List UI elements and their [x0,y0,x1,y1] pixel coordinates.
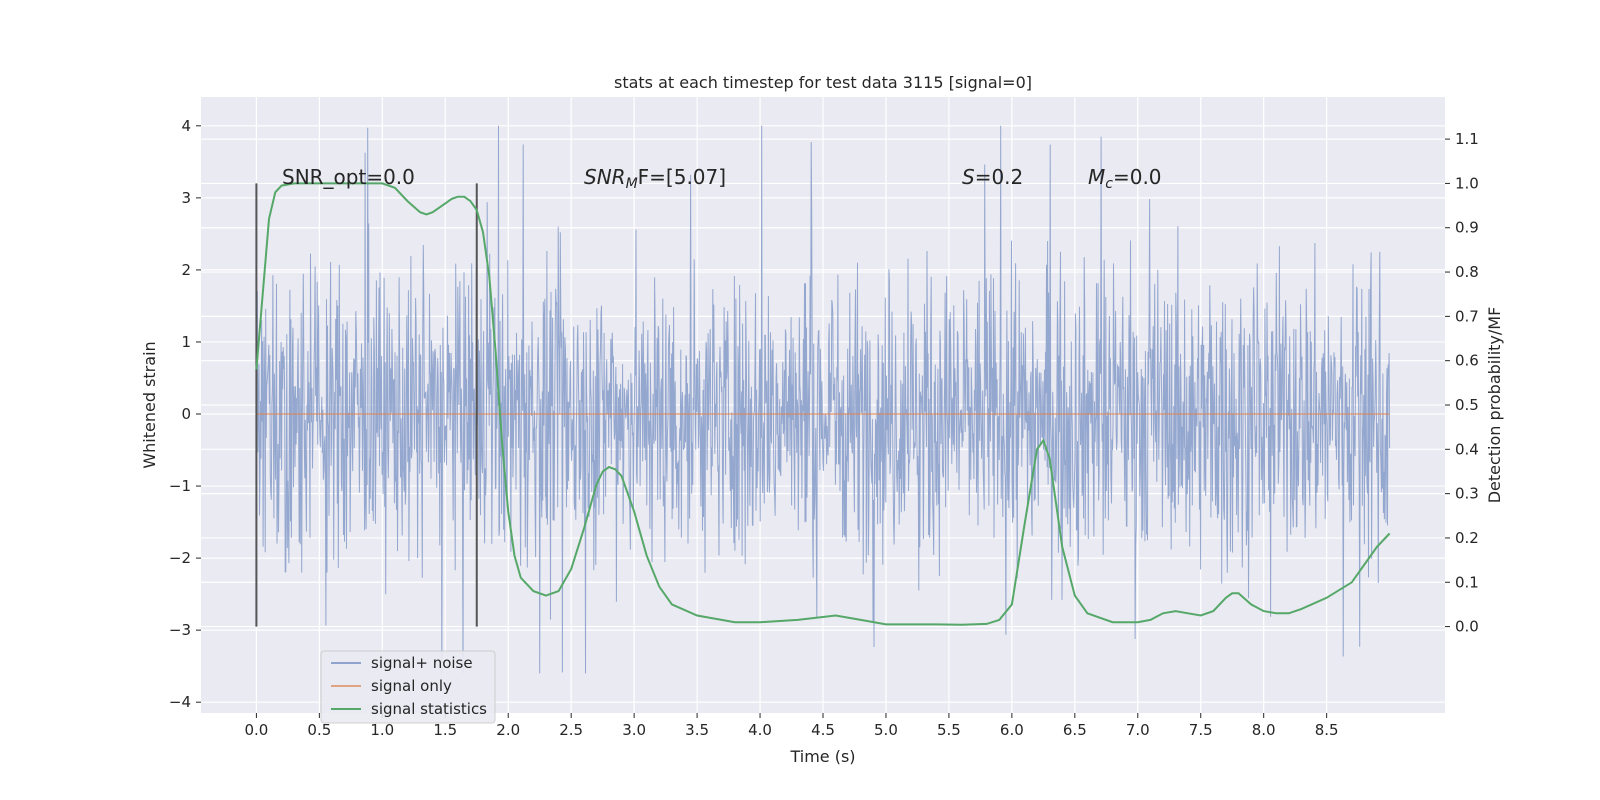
y-right-tick-label-4: 0.4 [1455,440,1479,458]
signal-statistics-series [255,182,1391,626]
annotation-mc-sub: c [1105,176,1113,192]
y-left-tick-label-6: 2 [181,261,191,279]
annotation-s: S=0.2 [962,165,1023,189]
y-left-tick-label-8: 4 [181,117,191,135]
x-tick-label-17: 8.5 [1315,721,1339,739]
y-right-tick-label-8: 0.8 [1455,263,1479,281]
y-right-tick-label-10: 1.0 [1455,174,1479,192]
x-tick-label-5: 2.5 [559,721,583,739]
y-axis-right: 0.0 0.1 0.2 0.3 0.4 0.5 0.6 0.7 0.8 0.9 1.0 1.1 [1445,130,1479,636]
annotation-snr-mf-main: SNR [584,165,626,189]
y-right-tick-label-6: 0.6 [1455,352,1479,370]
x-axis-label: Time (s) [789,747,855,766]
y-right-tick-label-2: 0.2 [1455,529,1479,547]
y-left-tick-label-2: −2 [169,549,191,567]
x-tick-label-9: 4.5 [811,721,835,739]
x-axis: 0.0 0.5 1.0 1.5 2.0 2.5 3.0 3.5 4.0 4.5 5.0 5.5 6.0 6… [244,713,1339,739]
legend-label-statistics: signal statistics [371,700,487,718]
x-tick-label-8: 4.0 [748,721,772,739]
y-left-tick-label-5: 1 [181,333,191,351]
y-axis-right-label: Detection probability/MF [1485,307,1504,504]
x-tick-label-3: 1.5 [433,721,457,739]
legend-label-signal-only: signal only [371,677,452,695]
x-tick-label-1: 0.5 [307,721,331,739]
x-tick-label-11: 5.5 [937,721,961,739]
x-tick-label-6: 3.0 [622,721,646,739]
x-tick-label-13: 6.5 [1063,721,1087,739]
y-left-tick-label-1: −3 [169,621,191,639]
vertical-markers [255,183,478,627]
annotation-snr-opt: SNR_opt=0.0 [282,165,415,189]
x-tick-label-14: 7.0 [1126,721,1150,739]
annotation-snr-mf-rest: F=[5.07] [638,165,726,189]
x-tick-label-10: 5.0 [874,721,898,739]
y-axis-left: −4 −3 −2 −1 0 1 2 3 4 [169,117,201,711]
chart-title: stats at each timestep for test data 311… [614,73,1032,92]
y-left-tick-label-3: −1 [169,477,191,495]
x-tick-label-12: 6.0 [1000,721,1024,739]
annotation-s-rest: =0.2 [975,165,1024,189]
annotation-mc-main: M [1088,165,1105,189]
annotation-snr-mf: SNRMF=[5.07] [584,165,726,192]
y-right-tick-label-3: 0.3 [1455,485,1479,503]
legend-box [320,650,496,724]
y-left-tick-label-0: −4 [169,693,191,711]
y-right-tick-label-9: 0.9 [1455,219,1479,237]
legend-label-noise: signal+ noise [371,654,473,672]
x-tick-label-16: 8.0 [1252,721,1276,739]
y-right-tick-label-5: 0.5 [1455,396,1479,414]
y-right-tick-label-0: 0.0 [1455,618,1479,636]
y-axis-left-label: Whitened strain [140,341,159,468]
signal-noise-series [255,125,1391,674]
y-left-tick-label-7: 3 [181,189,191,207]
annotation-snr-mf-sub: M [626,176,638,192]
x-tick-label-0: 0.0 [244,721,268,739]
y-right-tick-label-1: 0.1 [1455,573,1479,591]
x-tick-label-15: 7.5 [1189,721,1213,739]
legend: signal+ noise signal only signal statist… [320,650,496,724]
annotation-mc-rest: =0.0 [1113,165,1162,189]
x-tick-label-4: 2.0 [496,721,520,739]
x-tick-label-7: 3.5 [685,721,709,739]
y-right-tick-label-7: 0.7 [1455,307,1479,325]
y-left-tick-label-4: 0 [181,405,191,423]
signal-noise-trace [255,125,1391,674]
x-tick-label-2: 1.0 [370,721,394,739]
annotation-mc: Mc=0.0 [1088,165,1162,192]
grid [201,97,1445,713]
y-right-tick-label-11: 1.1 [1455,130,1479,148]
annotation-s-main: S [962,165,975,189]
